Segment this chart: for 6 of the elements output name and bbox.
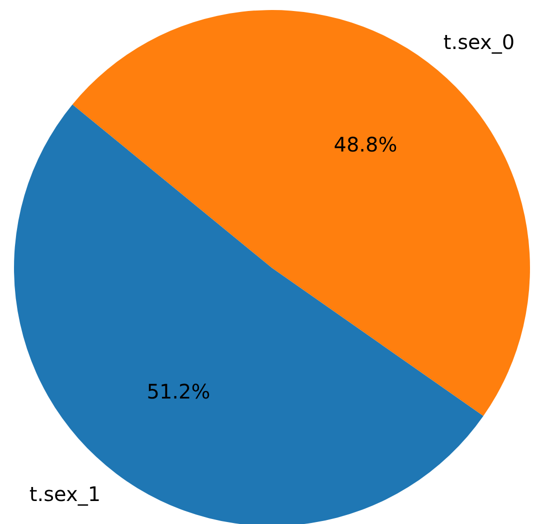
data-label: 51.2% (146, 379, 210, 404)
pie-slice (14, 104, 484, 524)
slice-label: t.sex_1 (29, 482, 101, 506)
pie-slice (72, 10, 530, 416)
data-label: 48.8% (334, 132, 398, 157)
slice-label: t.sex_0 (443, 30, 515, 54)
